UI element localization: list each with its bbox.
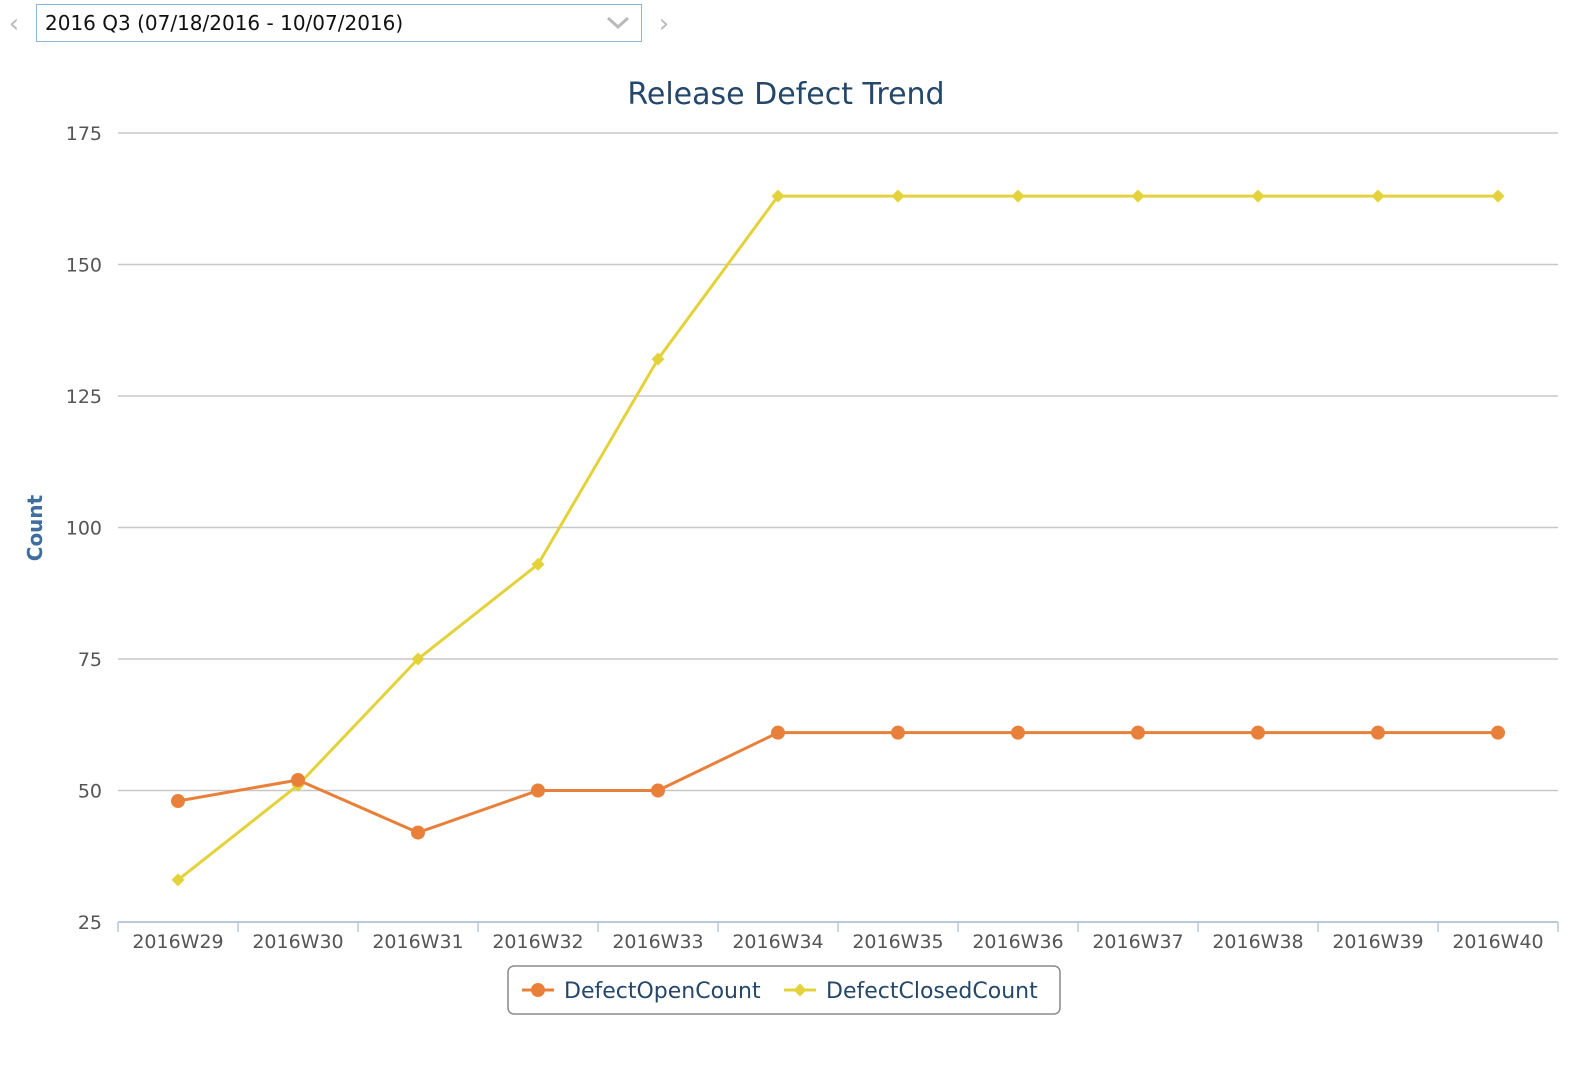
x-tick-label-3: 2016W32 (492, 931, 583, 953)
y-tick-label-5: 150 (66, 255, 102, 277)
chart-title: Release Defect Trend (627, 77, 944, 112)
data-point-0-1[interactable] (291, 772, 305, 787)
data-point-0-0[interactable] (171, 794, 185, 809)
data-point-0-3[interactable] (531, 783, 545, 798)
x-tick-label-7: 2016W36 (972, 931, 1063, 953)
x-tick-label-2: 2016W31 (372, 931, 463, 953)
legend-marker-1 (793, 983, 807, 997)
legend: DefectOpenCount DefectClosedCount (507, 965, 1061, 1015)
data-point-1-9[interactable] (1251, 189, 1265, 203)
x-tick-label-0: 2016W29 (132, 931, 223, 953)
data-point-0-9[interactable] (1251, 725, 1265, 740)
data-point-1-3[interactable] (531, 557, 545, 571)
data-point-1-2[interactable] (411, 652, 425, 666)
series-group (171, 189, 1505, 887)
data-point-0-8[interactable] (1131, 725, 1145, 740)
y-tick-label-2: 75 (78, 649, 102, 671)
data-point-1-7[interactable] (1011, 189, 1025, 203)
data-point-1-11[interactable] (1491, 189, 1505, 203)
data-point-1-5[interactable] (771, 189, 785, 203)
y-tick-label-1: 50 (78, 781, 102, 803)
y-axis-label: Count (23, 494, 47, 561)
period-select[interactable]: 2016 Q3 (07/18/2016 - 10/07/2016) (36, 4, 642, 42)
x-tick-label-5: 2016W34 (732, 931, 823, 953)
legend-label-0: DefectOpenCount (564, 979, 761, 1004)
x-tick-label-10: 2016W39 (1332, 931, 1423, 953)
y-tick-label-4: 125 (66, 386, 102, 408)
data-point-1-6[interactable] (891, 189, 905, 203)
x-tick-label-4: 2016W33 (612, 931, 703, 953)
x-tick-label-8: 2016W37 (1092, 931, 1183, 953)
data-point-0-11[interactable] (1491, 725, 1505, 740)
data-point-0-4[interactable] (651, 783, 665, 798)
data-point-1-10[interactable] (1371, 189, 1385, 203)
prev-period-button[interactable]: ‹ (2, 8, 26, 40)
series-line-0 (177, 731, 1498, 835)
period-select-value: 2016 Q3 (07/18/2016 - 10/07/2016) (45, 11, 404, 35)
y-tick-label-6: 175 (66, 123, 102, 145)
x-tick-label-11: 2016W40 (1452, 931, 1543, 953)
series-line-1 (177, 194, 1498, 882)
x-tick-label-9: 2016W38 (1212, 931, 1303, 953)
legend-item-1[interactable]: DefectClosedCount (784, 979, 1038, 1004)
data-point-0-6[interactable] (891, 725, 905, 740)
legend-label-1: DefectClosedCount (826, 979, 1038, 1004)
data-point-1-0[interactable] (171, 873, 185, 887)
x-tick-label-1: 2016W30 (252, 931, 343, 953)
data-point-0-2[interactable] (411, 825, 425, 840)
data-point-1-4[interactable] (651, 352, 665, 366)
data-point-1-8[interactable] (1131, 189, 1145, 203)
chevron-left-icon: ‹ (8, 9, 20, 39)
y-axis-ticks: 25 50 75 100 125 150 175 (66, 123, 102, 934)
y-tick-label-0: 25 (78, 912, 102, 934)
legend-item-0[interactable]: DefectOpenCount (522, 979, 761, 1004)
chevron-down-icon (606, 16, 630, 30)
next-period-button[interactable]: › (652, 8, 676, 40)
chevron-right-icon: › (658, 9, 670, 39)
data-point-0-5[interactable] (771, 725, 785, 740)
y-tick-label-3: 100 (66, 518, 102, 540)
grid-lines (118, 132, 1558, 792)
legend-marker-0 (531, 983, 545, 997)
data-point-0-10[interactable] (1371, 725, 1385, 740)
data-point-0-7[interactable] (1011, 725, 1025, 740)
x-tick-label-6: 2016W35 (852, 931, 943, 953)
x-axis: 2016W29 2016W30 2016W31 2016W32 2016W33 2016W… (117, 921, 1559, 953)
